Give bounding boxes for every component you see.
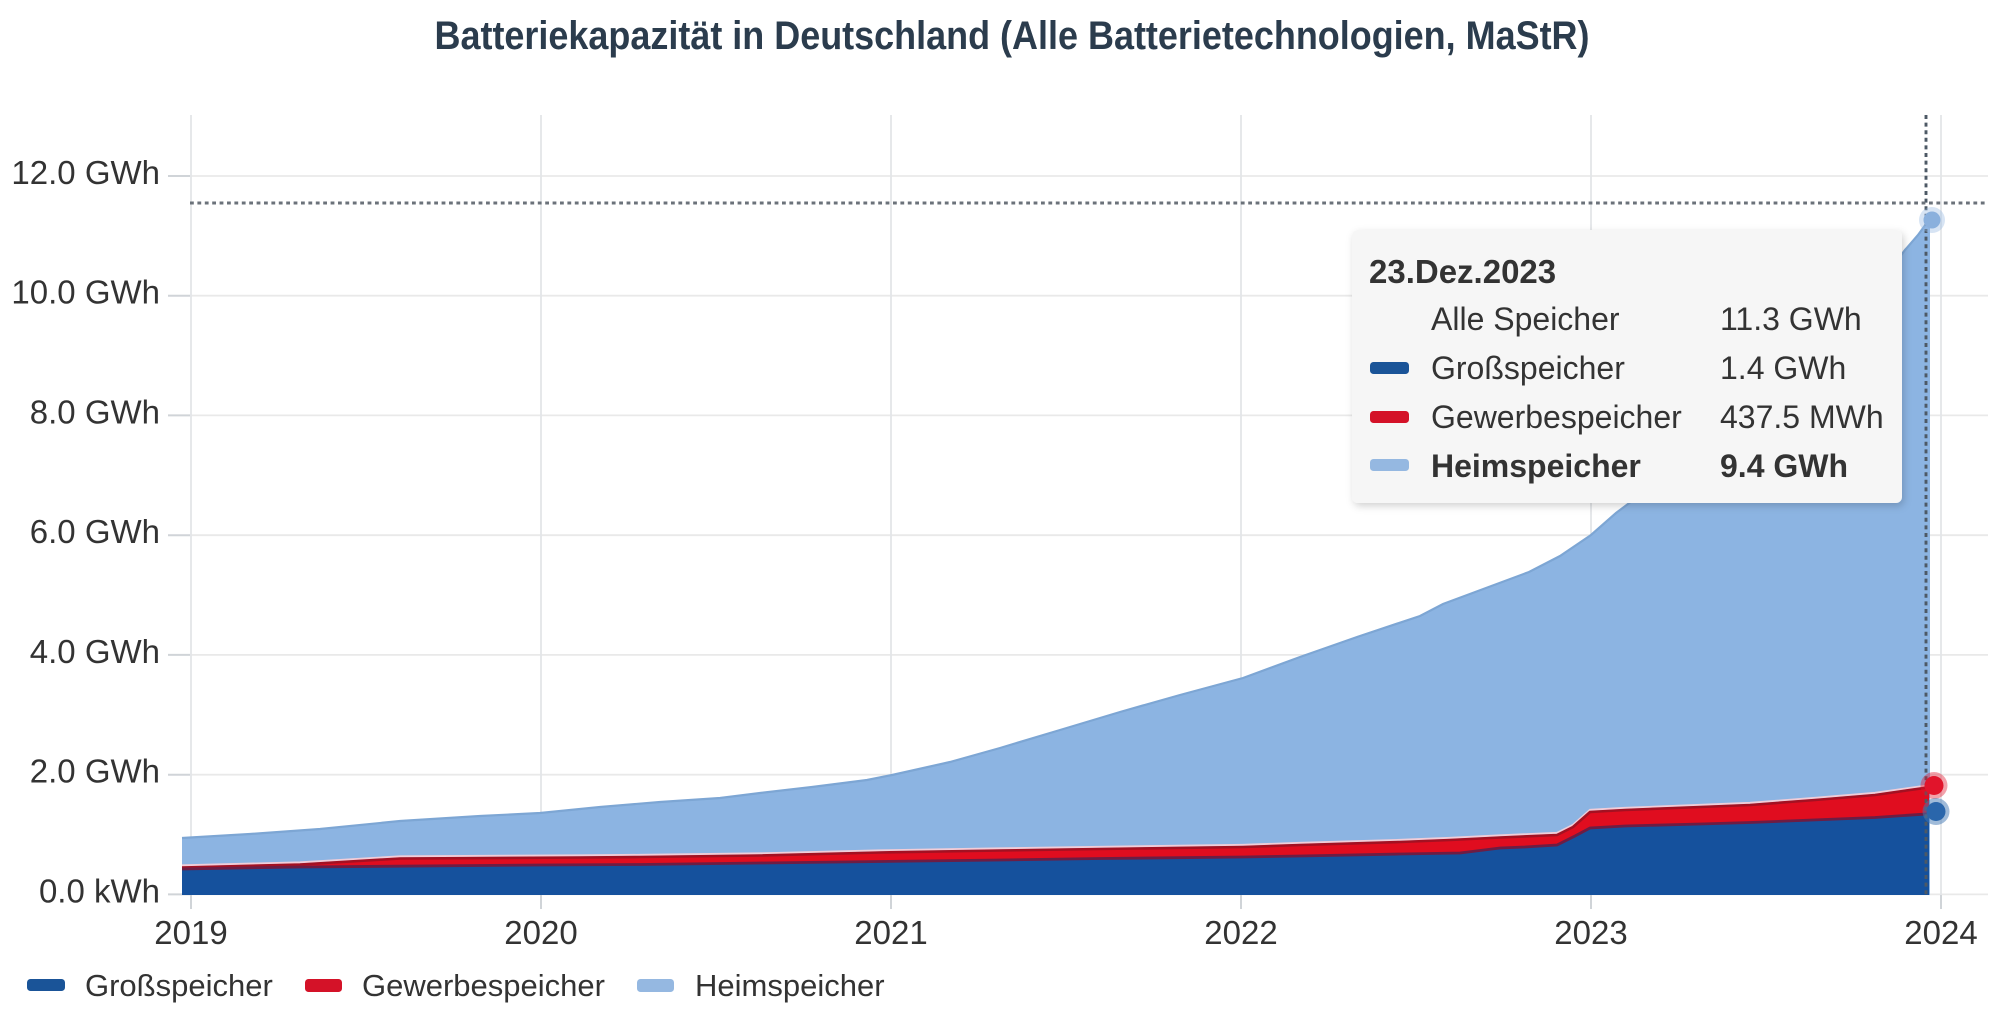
svg-text:Gewerbespeicher: Gewerbespeicher (1431, 399, 1682, 435)
svg-text:2020: 2020 (504, 914, 577, 951)
svg-text:Alle Speicher: Alle Speicher (1431, 301, 1620, 337)
svg-text:Großspeicher: Großspeicher (1431, 350, 1625, 386)
svg-text:2022: 2022 (1204, 914, 1277, 951)
svg-text:23.Dez.2023: 23.Dez.2023 (1369, 253, 1556, 290)
svg-text:6.0 GWh: 6.0 GWh (30, 513, 160, 550)
svg-text:0.0 kWh: 0.0 kWh (39, 872, 160, 909)
svg-text:11.3 GWh: 11.3 GWh (1720, 301, 1862, 337)
svg-text:2023: 2023 (1554, 914, 1627, 951)
svg-text:Großspeicher: Großspeicher (85, 968, 273, 1003)
svg-text:1.4 GWh: 1.4 GWh (1720, 350, 1846, 386)
svg-text:9.4 GWh: 9.4 GWh (1720, 448, 1848, 484)
svg-text:8.0 GWh: 8.0 GWh (30, 393, 160, 430)
svg-text:2019: 2019 (154, 914, 227, 951)
svg-text:10.0 GWh: 10.0 GWh (11, 274, 160, 311)
svg-text:Gewerbespeicher: Gewerbespeicher (362, 968, 605, 1003)
svg-text:2.0 GWh: 2.0 GWh (30, 753, 160, 790)
svg-text:2021: 2021 (854, 914, 927, 951)
svg-text:12.0 GWh: 12.0 GWh (11, 154, 160, 191)
svg-text:Batteriekapazität in Deutschla: Batteriekapazität in Deutschland (Alle B… (435, 14, 1590, 58)
svg-text:2024: 2024 (1904, 914, 1977, 951)
svg-text:4.0 GWh: 4.0 GWh (30, 633, 160, 670)
svg-text:437.5 MWh: 437.5 MWh (1720, 399, 1884, 435)
svg-text:Heimspeicher: Heimspeicher (1431, 448, 1641, 484)
svg-text:Heimspeicher: Heimspeicher (695, 968, 885, 1003)
